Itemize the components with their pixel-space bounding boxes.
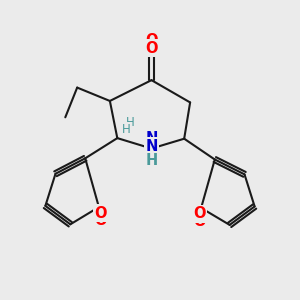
Text: N: N <box>145 139 158 154</box>
Text: H: H <box>126 116 135 129</box>
Text: O: O <box>194 214 206 229</box>
Text: O: O <box>94 213 106 228</box>
Text: O: O <box>145 41 158 56</box>
Text: H: H <box>146 148 156 161</box>
Text: N: N <box>145 131 158 146</box>
Text: H: H <box>122 123 130 136</box>
Text: O: O <box>194 206 206 221</box>
Text: O: O <box>145 33 158 48</box>
Text: O: O <box>94 206 106 220</box>
Text: H: H <box>146 154 158 169</box>
